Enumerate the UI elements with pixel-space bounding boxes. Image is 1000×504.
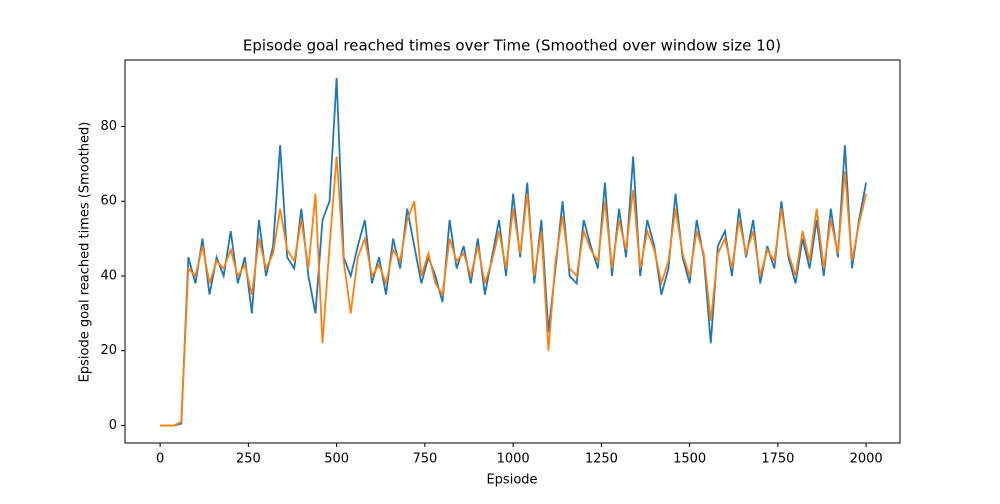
x-tick-label: 1500 xyxy=(673,452,706,467)
x-axis-label: Epsiode xyxy=(486,473,537,488)
y-axis-label: Epsiode goal reached times (Smoothed) xyxy=(78,122,93,383)
x-tick-label: 500 xyxy=(324,452,349,467)
x-tick-label: 2000 xyxy=(850,452,883,467)
data-line xyxy=(160,156,867,427)
y-tick-label: 0 xyxy=(109,418,117,433)
axes-frame xyxy=(124,59,901,444)
y-tick-label: 80 xyxy=(100,119,117,134)
x-tick-label: 1000 xyxy=(497,452,530,467)
y-tick-label: 60 xyxy=(100,194,117,209)
x-tick-label: 250 xyxy=(236,452,261,467)
y-tick-label: 40 xyxy=(100,268,117,283)
x-tick-label: 750 xyxy=(412,452,437,467)
x-tick-label: 1250 xyxy=(585,452,618,467)
y-tick-label: 20 xyxy=(100,343,117,358)
x-tick-label: 0 xyxy=(156,452,164,467)
chart-title: Episode goal reached times over Time (Sm… xyxy=(243,37,781,55)
x-tick-label: 1750 xyxy=(761,452,794,467)
